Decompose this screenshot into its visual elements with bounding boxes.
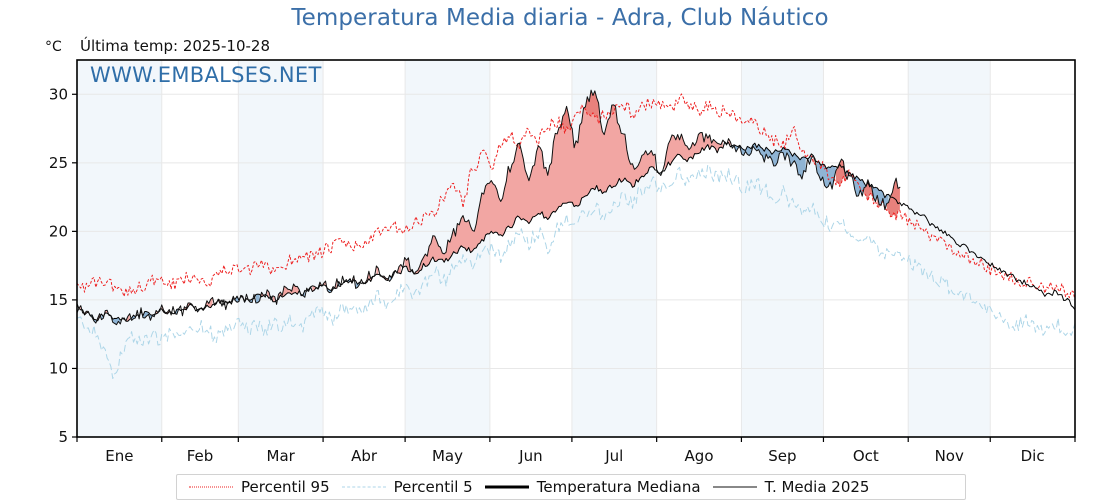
cool-anomaly-fill [255, 294, 260, 303]
extreme-anomaly-fill [611, 104, 614, 115]
x-tick-label: Abr [351, 447, 378, 465]
legend-media-2025[interactable]: T. Media 2025 [701, 475, 870, 499]
legend-p95[interactable]: Percentil 95 [177, 475, 330, 499]
cool-anomaly-fill [389, 272, 394, 282]
warm-anomaly-fill [272, 295, 275, 302]
x-tick-label: May [432, 447, 463, 465]
legend-media-2025-label: T. Media 2025 [764, 478, 870, 496]
legend-p95-glyph [189, 480, 233, 494]
x-tick-label: Mar [267, 447, 296, 465]
legend-media-2025-glyph [712, 480, 757, 494]
cool-anomaly-fill [871, 184, 889, 210]
y-axis-unit-label: °C [45, 39, 62, 55]
series-percentil-5 [77, 164, 1075, 380]
page-title: Temperatura Media diaria - Adra, Club Ná… [291, 5, 829, 31]
month-band [238, 60, 324, 437]
series-t-media-2025 [77, 89, 901, 326]
extreme-anomaly-fill [517, 143, 520, 149]
plot-frame [76, 59, 1076, 438]
axes: 5 10 15 20 25 30 Ene Feb Mar Abr May Jun Jul Ago Sep Oc… [49, 59, 1076, 465]
x-tick-label: Nov [935, 447, 964, 465]
x-tick-label: Sep [768, 447, 796, 465]
x-tick-label: Ago [685, 447, 714, 465]
y-tick-label: 25 [49, 154, 68, 172]
legend-median-glyph [484, 480, 529, 494]
legend-median[interactable]: Temperatura Mediana [473, 475, 701, 499]
warm-anomaly-fill [414, 90, 656, 274]
chart-legend: Percentil 95 Percentil 5 Temperatura Media… [176, 474, 966, 500]
y-tick-label: 5 [58, 428, 68, 446]
warm-anomaly-fill [664, 132, 723, 171]
x-tick-label: Ene [105, 447, 133, 465]
cool-anomaly-fill [817, 161, 836, 190]
anomaly-fills [78, 90, 900, 325]
watermark: WWW.EMBALSES.NET [90, 63, 322, 87]
cool-anomaly-fill [732, 143, 806, 179]
month-band [908, 60, 991, 437]
legend-p5[interactable]: Percentil 5 [330, 475, 473, 499]
month-band [77, 60, 162, 437]
y-tick-label: 10 [49, 359, 68, 377]
month-band [741, 60, 824, 437]
extreme-anomaly-fill [886, 178, 900, 221]
y-tick-label: 15 [49, 291, 68, 309]
warm-anomaly-fill [278, 284, 300, 300]
series-lines [77, 89, 1075, 380]
x-tick-label: Jul [604, 447, 623, 465]
x-tick-label: Jun [518, 447, 542, 465]
y-tick-label: 30 [49, 85, 68, 103]
cool-anomaly-fill [142, 311, 155, 321]
x-tick-label: Feb [187, 447, 214, 465]
last-temperature-date: Última temp: 2025-10-28 [80, 37, 271, 55]
extreme-anomaly-fill [835, 159, 846, 187]
legend-p5-glyph [341, 480, 386, 494]
legend-median-label: Temperatura Mediana [536, 478, 701, 496]
x-tick-label: Oct [853, 447, 879, 465]
legend-p5-label: Percentil 5 [393, 478, 473, 496]
series-percentil-95 [77, 93, 1075, 301]
y-tick-label: 20 [49, 222, 68, 240]
month-bands [77, 60, 991, 437]
legend-p95-label: Percentil 95 [241, 478, 330, 496]
cool-anomaly-fill [301, 290, 305, 298]
warm-anomaly-fill [395, 264, 401, 274]
x-tick-label: Dic [1021, 447, 1045, 465]
